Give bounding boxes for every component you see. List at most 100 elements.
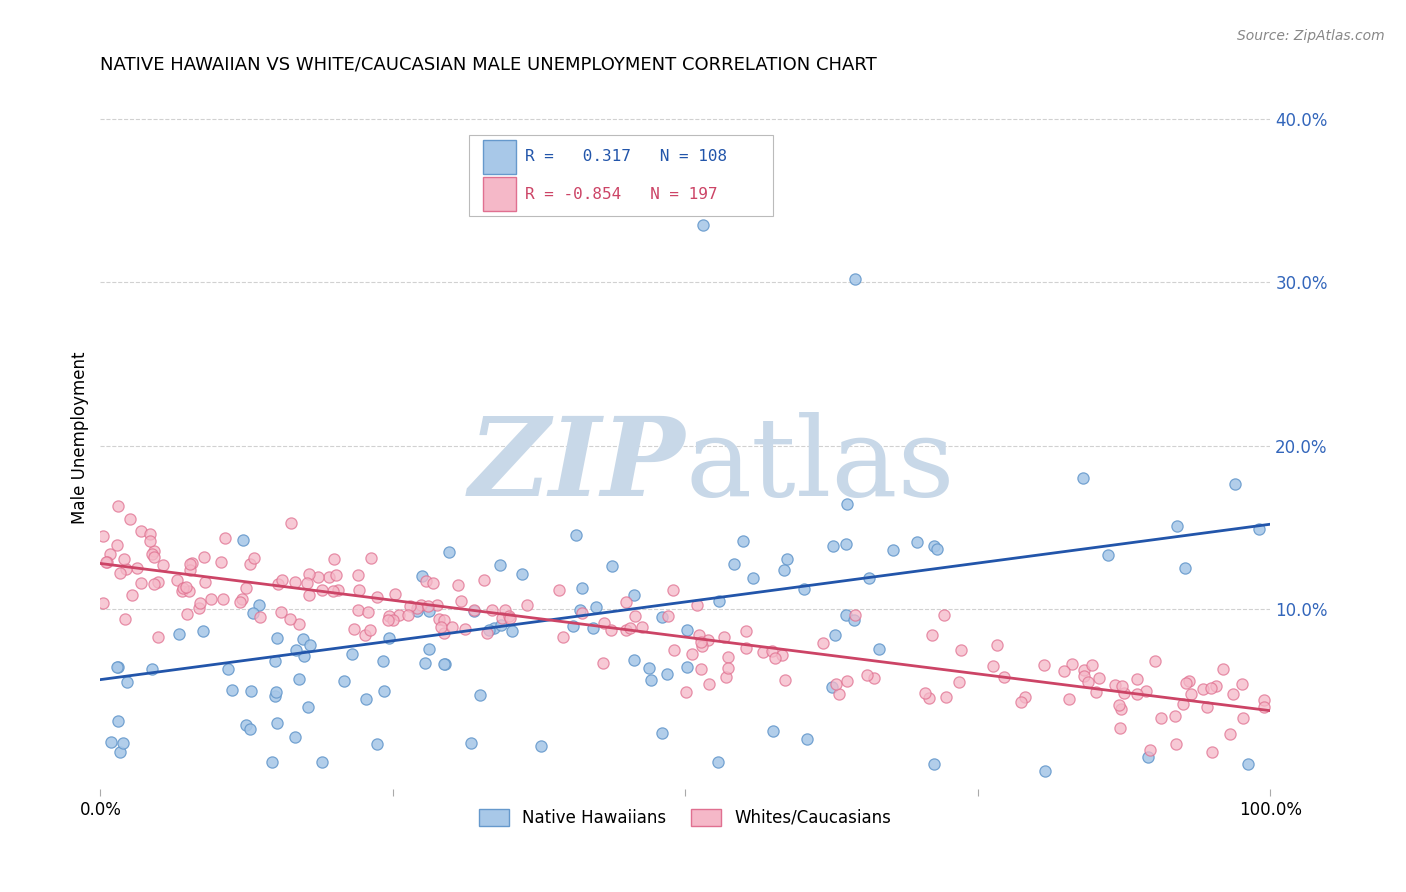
Point [188,596,211,610]
Point [371,654,394,668]
Point [707,755,730,769]
Point [1219,727,1241,741]
Point [592,656,614,670]
Text: NATIVE HAWAIIAN VS WHITE/CAUCASIAN MALE UNEMPLOYMENT CORRELATION CHART: NATIVE HAWAIIAN VS WHITE/CAUCASIAN MALE … [100,55,877,73]
Point [433,613,456,627]
Point [689,662,711,676]
Point [1073,663,1095,677]
Point [247,598,270,612]
Point [360,550,382,565]
Point [657,609,679,624]
Point [571,606,593,620]
Point [125,561,148,575]
Point [298,566,321,581]
Point [422,576,444,591]
Point [454,622,477,636]
Point [692,218,714,232]
Point [516,599,538,613]
Point [582,621,605,635]
Point [1149,711,1171,725]
Point [762,724,785,739]
Point [406,601,429,615]
Text: R = -0.854   N = 197: R = -0.854 N = 197 [524,186,717,202]
Point [763,651,786,665]
Point [114,612,136,626]
Point [115,674,138,689]
Point [177,584,200,599]
Point [172,584,194,599]
Point [460,736,482,750]
Point [491,611,513,625]
Point [378,608,401,623]
Point [844,272,866,286]
Point [311,755,333,769]
Point [1212,663,1234,677]
Point [297,699,319,714]
Point [1033,764,1056,778]
Point [1135,684,1157,698]
Point [121,588,143,602]
Point [623,653,645,667]
Point [651,725,673,739]
Point [98,547,121,561]
Point [623,609,645,624]
Point [266,577,288,591]
Point [271,574,294,588]
Point [713,630,735,644]
Point [323,552,346,566]
Point [858,571,880,585]
Point [562,619,585,633]
Point [1232,711,1254,725]
Point [112,551,135,566]
Point [501,624,523,638]
Point [640,673,662,687]
Point [614,595,637,609]
Point [1247,522,1270,536]
Point [1253,692,1275,706]
Point [494,603,516,617]
Y-axis label: Male Unemployment: Male Unemployment [72,351,89,524]
Point [689,635,711,649]
Point [844,613,866,627]
Point [384,587,406,601]
Point [1199,681,1222,695]
Point [775,673,797,688]
Point [343,622,366,636]
Point [1060,657,1083,671]
Point [948,674,970,689]
Point [1077,675,1099,690]
Point [981,658,1004,673]
Point [681,648,703,662]
Point [100,735,122,749]
Point [835,673,858,688]
Point [835,498,858,512]
Point [354,628,377,642]
Text: atlas: atlas [685,412,955,519]
Point [935,690,957,704]
Point [696,632,718,647]
Point [922,757,945,772]
Point [934,607,956,622]
Point [377,631,399,645]
Point [91,597,114,611]
Point [993,670,1015,684]
Point [688,627,710,641]
Point [512,567,534,582]
Point [1081,658,1104,673]
Point [433,626,456,640]
Point [239,723,262,737]
Point [284,575,307,590]
Point [551,630,574,644]
Point [266,632,288,646]
Point [614,623,637,637]
Point [266,685,288,699]
Text: ZIP: ZIP [468,412,685,519]
Point [922,540,945,554]
Point [288,672,311,686]
Point [347,583,370,598]
Point [176,607,198,622]
Point [882,543,904,558]
Point [824,628,846,642]
Point [191,624,214,638]
Point [1166,519,1188,533]
